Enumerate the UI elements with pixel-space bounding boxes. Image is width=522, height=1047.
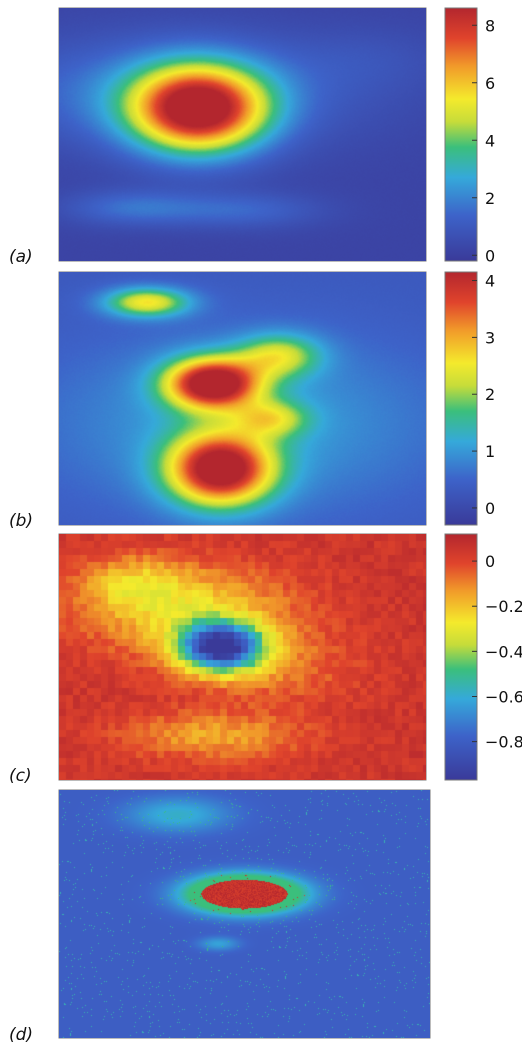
colorbar-c-ticks: 0 −0.2 −0.4 −0.6 −0.8 xyxy=(472,552,522,752)
heatmap-a xyxy=(59,8,426,261)
colorbar-tick-label: 0 xyxy=(485,552,495,571)
colorbar-tick-label: 8 xyxy=(485,16,495,35)
panel-label-d: (d) xyxy=(9,1025,33,1045)
colorbar-tick-label: 6 xyxy=(485,74,495,93)
colorbar-tick-label: −0.6 xyxy=(485,687,522,706)
colorbar-tick-label: −0.8 xyxy=(485,733,522,752)
colorbar-tick-label: 2 xyxy=(485,189,495,208)
colorbar-c xyxy=(444,533,478,781)
heatmap-b xyxy=(59,272,426,525)
colorbar-tick-label: 4 xyxy=(485,272,495,291)
colorbar-b-ticks: 4 3 2 1 0 xyxy=(472,272,495,518)
heatmap-d xyxy=(59,790,430,1038)
panel-label-a: (a) xyxy=(9,247,33,267)
colorbar-tick-label: 0 xyxy=(485,499,495,518)
colorbar-b xyxy=(444,271,478,526)
colorbar-a xyxy=(444,7,478,262)
panel-label-b: (b) xyxy=(9,511,33,531)
panel-a: 8 6 4 2 0 (a) xyxy=(9,7,495,267)
colorbar-a-ticks: 8 6 4 2 0 xyxy=(472,16,495,265)
colorbar-tick-label: 4 xyxy=(485,131,495,150)
colorbar-tick-label: −0.2 xyxy=(485,597,522,616)
panel-d: (d) xyxy=(9,789,431,1045)
heatmap-c xyxy=(59,534,426,780)
colorbar-tick-label: −0.4 xyxy=(485,642,522,661)
panel-c: 0 −0.2 −0.4 −0.6 −0.8 (c) xyxy=(9,533,522,786)
panel-label-c: (c) xyxy=(9,766,32,786)
colorbar-tick-label: 3 xyxy=(485,328,495,347)
panel-b: 4 3 2 1 0 (b) xyxy=(9,271,495,531)
colorbar-tick-label: 1 xyxy=(485,442,495,461)
colorbar-tick-label: 0 xyxy=(485,246,495,265)
colorbar-tick-label: 2 xyxy=(485,385,495,404)
